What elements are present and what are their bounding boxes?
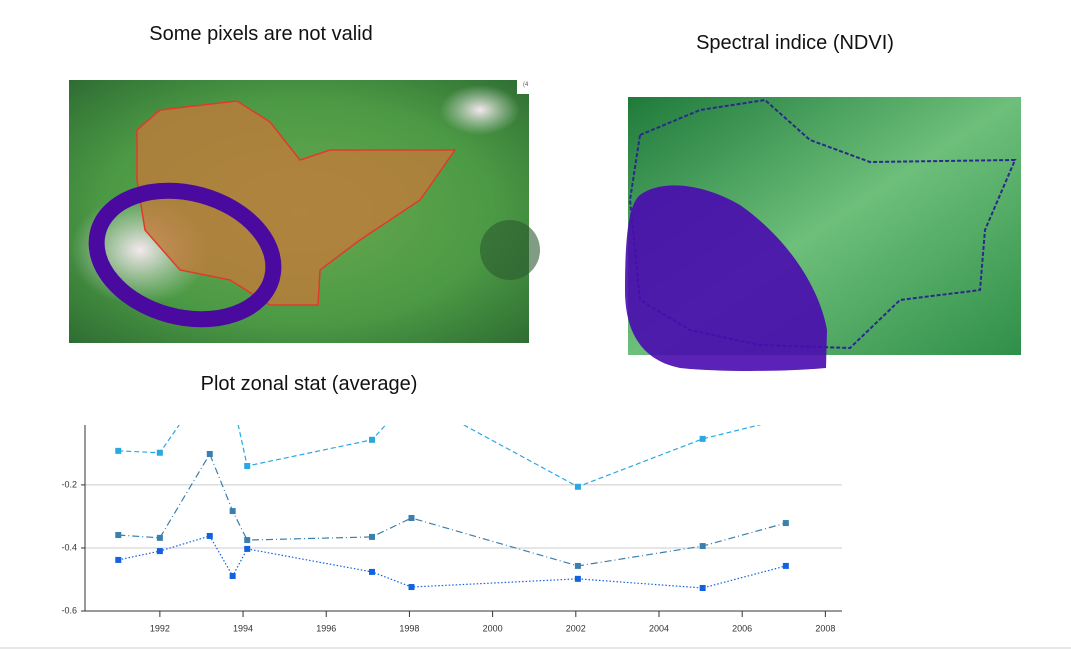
- marker: [368, 533, 375, 540]
- marker: [156, 548, 163, 555]
- marker: [115, 556, 122, 563]
- y-tick-label: -0.6: [61, 605, 77, 615]
- marker: [368, 568, 375, 575]
- marker: [229, 573, 236, 580]
- x-tick-label: 2006: [732, 623, 752, 633]
- x-tick-label: 2004: [649, 623, 669, 633]
- caption: Some pixels are not valid: [149, 23, 372, 45]
- satellite-image: (4: [69, 80, 540, 343]
- marker: [244, 545, 251, 552]
- marker: [206, 451, 213, 458]
- caption: Plot zonal stat (average): [201, 373, 418, 395]
- marker: [115, 447, 122, 454]
- chart-panel: [46, 425, 842, 638]
- marker: [244, 462, 251, 469]
- series-line: [118, 535, 787, 589]
- plot-area: [115, 397, 789, 591]
- series-line: [118, 425, 762, 488]
- marker: [574, 575, 581, 582]
- marker: [699, 435, 706, 442]
- x-tick-label: 2002: [566, 623, 586, 633]
- marker: [699, 543, 706, 550]
- marker: [230, 397, 236, 403]
- marker: [782, 562, 789, 569]
- x-tick-label: 1992: [150, 623, 170, 633]
- series-line: [118, 452, 787, 567]
- marker: [783, 415, 789, 421]
- x-tick-label: 2000: [483, 623, 503, 633]
- marker: [699, 584, 706, 591]
- chart: -0.6 -0.4 -0.2 1992 1994 1996 1998 2000 2002 2004…: [46, 397, 842, 647]
- x-tick-label: 1998: [399, 623, 419, 633]
- caption: Spectral indice (NDVI): [696, 32, 894, 54]
- marker: [368, 436, 375, 443]
- marker: [408, 515, 415, 521]
- marker: [782, 520, 789, 527]
- marker: [574, 562, 581, 569]
- marker: [115, 532, 122, 539]
- image-corner-text: (4: [523, 82, 529, 88]
- x-tick-label: 2008: [815, 623, 835, 633]
- marker: [156, 449, 163, 456]
- marker: [206, 532, 213, 539]
- ndvi-image: [625, 97, 1021, 371]
- marker: [244, 537, 251, 544]
- x-tick-label: 1996: [316, 623, 336, 633]
- marker: [156, 534, 163, 541]
- y-tick-label: -0.4: [61, 542, 77, 552]
- marker: [229, 508, 236, 515]
- x-axis-label: DATES: [449, 637, 478, 647]
- y-tick-label: -0.2: [61, 479, 77, 489]
- marker: [574, 483, 581, 490]
- x-tick-label: 1994: [233, 623, 253, 633]
- marker: [408, 584, 415, 591]
